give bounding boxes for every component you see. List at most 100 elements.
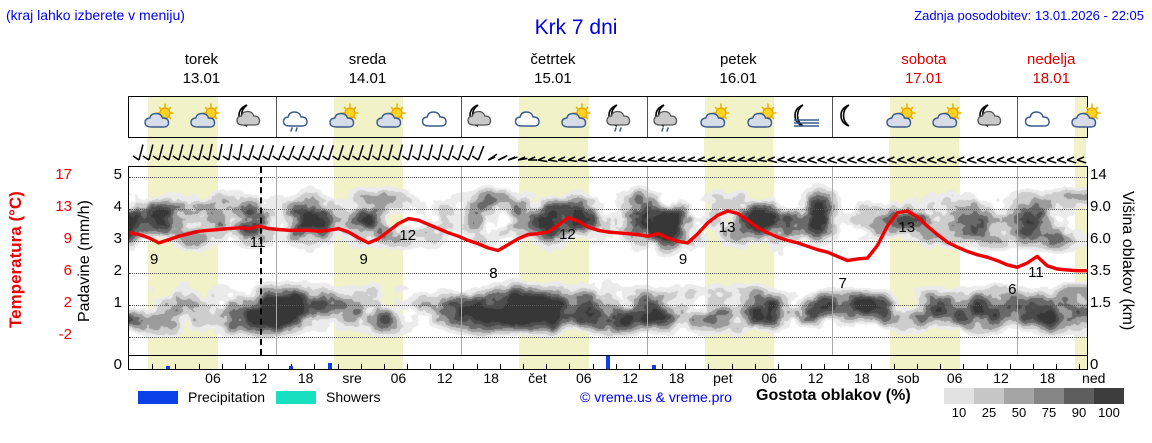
- page-title: Krk 7 dni: [534, 16, 618, 39]
- showers-legend-swatch: [276, 391, 316, 404]
- hour-tick: [986, 364, 988, 369]
- x-axis-label: 06: [761, 370, 778, 386]
- precipitation-bar: [606, 356, 610, 369]
- x-axis-label: 18: [854, 370, 870, 386]
- hour-tick: [244, 364, 246, 369]
- cloud-icon: [417, 97, 459, 137]
- cloud-density-value: 10: [951, 405, 967, 420]
- x-axis-label: 18: [1039, 370, 1056, 386]
- cloud-density-field: [129, 167, 1087, 355]
- day-date: 16.01: [719, 70, 758, 87]
- x-axis-label: čet: [528, 370, 547, 386]
- sun-cloud-icon: [324, 97, 366, 137]
- x-axis-label: 12: [436, 370, 453, 386]
- day-separator: [275, 97, 277, 137]
- cloud-tick: 1.5: [1090, 294, 1111, 312]
- daylight-band: [1074, 138, 1086, 166]
- meteogram-plot: 911912812913713611393: [128, 166, 1088, 356]
- precipitation-legend-swatch: [138, 391, 178, 404]
- temp-tick: 13: [55, 198, 72, 216]
- last-updated-text: Zadnja posodobitev: 13.01.2026 - 22:05: [914, 8, 1144, 23]
- cloud-icon: [510, 97, 552, 137]
- prec-tick: 4: [113, 198, 122, 216]
- hour-tick: [777, 364, 779, 369]
- copyright-link[interactable]: © vreme.us & vreme.pro: [580, 389, 732, 405]
- precipitation-bar: [652, 364, 657, 369]
- day-gridline: [461, 167, 463, 355]
- day-gridline: [832, 167, 834, 355]
- cloud-density-value: 25: [981, 405, 997, 420]
- hour-tick: [476, 364, 478, 369]
- hour-tick: [615, 364, 617, 369]
- showers-legend-label: Showers: [326, 389, 381, 405]
- prec-tick: 2: [113, 262, 122, 280]
- hour-tick: [152, 364, 154, 369]
- temperature-extremum-label: 12: [399, 226, 417, 244]
- hour-tick: [662, 364, 664, 369]
- hour-tick: [407, 364, 409, 369]
- temp-tick: -2: [58, 326, 72, 344]
- cloud-tick: 3.5: [1090, 262, 1111, 280]
- cloud-density-swatch: [1094, 388, 1124, 404]
- precipitation-bar: [165, 366, 170, 369]
- hour-tick: [824, 364, 826, 369]
- cloud-density-swatch: [1004, 388, 1034, 404]
- cloud-tick: 14: [1090, 166, 1107, 184]
- temp-tick: 17: [55, 166, 72, 184]
- moon-icon: [834, 97, 876, 137]
- wind-barb-row: [128, 138, 1088, 166]
- sun-cloud-icon: [881, 97, 923, 137]
- horizontal-gridline: [129, 177, 1087, 178]
- hour-tick: [198, 364, 200, 369]
- x-axis-label: 12: [251, 370, 268, 386]
- hour-tick: [638, 364, 640, 369]
- cloud-density-value: 75: [1041, 405, 1057, 420]
- day-gridline: [275, 167, 277, 355]
- day-header-strip: torek 13.01 sreda 14.01 četrtek 15.01 petek 16.…: [128, 50, 1088, 94]
- moon-cloud-drizzle-icon: [649, 97, 691, 137]
- x-axis-label: sob: [897, 370, 920, 386]
- hour-tick: [175, 364, 177, 369]
- horizontal-gridline: [129, 337, 1087, 338]
- weather-icon-row: [128, 96, 1101, 138]
- moon-cloud-icon: [232, 97, 274, 137]
- cloud-density-color-scale: 10 25 50 75 90 100: [944, 388, 1124, 420]
- day-name: nedelja: [1027, 51, 1076, 68]
- day-name: sobota: [901, 51, 947, 68]
- day-header: četrtek 15.01: [460, 50, 645, 94]
- temperature-extremum-label: 8: [489, 264, 498, 282]
- day-header: petek 16.01: [646, 50, 831, 94]
- day-separator: [1017, 97, 1019, 137]
- x-axis-label: 12: [993, 370, 1009, 386]
- temperature-extremum-label: 6: [1008, 281, 1017, 299]
- x-axis-labels: 06 12 18 sre 06 12 18 čet 06 12 18 pet 06 12 18 sob 06 12…: [128, 370, 1105, 388]
- day-date: 17.01: [904, 70, 943, 87]
- temperature-line: [129, 209, 1087, 273]
- day-date: 18.01: [1032, 70, 1070, 87]
- prec-tick: 5: [113, 166, 122, 184]
- sun-cloud-icon: [695, 97, 737, 137]
- temperature-extremum-label: 7: [838, 274, 847, 292]
- hour-tick: [893, 364, 895, 369]
- temperature-extremum-label: 9: [678, 250, 688, 268]
- hour-tick: [592, 364, 594, 369]
- hour-tick: [1032, 364, 1034, 369]
- day-separator: [461, 97, 463, 137]
- day-date: 15.01: [534, 70, 572, 87]
- hour-tick: [453, 364, 455, 369]
- daylight-band: [148, 356, 218, 369]
- horizontal-gridline: [129, 241, 1087, 242]
- cloud-height-axis-title: Višina oblakov (km): [1119, 191, 1136, 331]
- sun-cloud-icon: [556, 97, 598, 137]
- day-separator: [646, 97, 648, 137]
- cloud-density-value: 50: [1011, 405, 1027, 420]
- hour-tick: [569, 364, 571, 369]
- hour-tick: [917, 364, 919, 369]
- day-name: torek: [184, 51, 219, 68]
- temperature-axis-title: Temperatura (°C): [6, 191, 25, 329]
- x-axis-label: 06: [390, 370, 407, 386]
- cloud-drizzle-icon: [278, 97, 320, 137]
- location-menu-note: (kraj lahko izberete v meniju): [6, 7, 185, 23]
- cloud-density-swatch: [944, 388, 974, 404]
- daylight-band: [333, 356, 404, 369]
